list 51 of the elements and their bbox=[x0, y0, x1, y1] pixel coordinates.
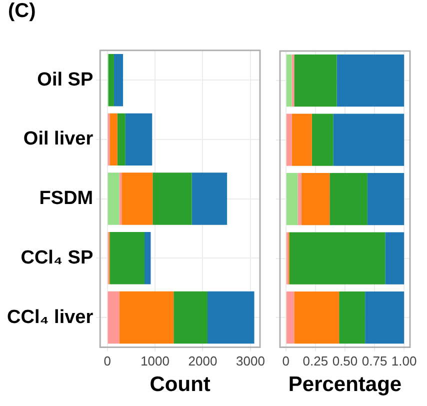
y-tick-label: CCl₄ SP bbox=[20, 247, 94, 268]
bar bbox=[125, 113, 152, 166]
bar bbox=[108, 291, 120, 344]
bar bbox=[208, 291, 254, 344]
bar bbox=[365, 292, 404, 344]
y-tick-label: CCl₄ liver bbox=[7, 306, 94, 328]
bar bbox=[286, 114, 292, 166]
bar bbox=[312, 114, 334, 166]
x-tick-label: 3000 bbox=[236, 354, 265, 369]
bar bbox=[119, 291, 174, 344]
y-tick-label: Oil SP bbox=[37, 69, 94, 90]
bar bbox=[286, 54, 292, 107]
bar bbox=[336, 54, 404, 107]
bar bbox=[117, 113, 126, 166]
x-tick-label: 0.25 bbox=[302, 354, 328, 369]
bar bbox=[294, 292, 340, 344]
x-tick-label: 0.75 bbox=[362, 354, 388, 369]
bar bbox=[110, 113, 118, 166]
y-tick-label: Oil liver bbox=[23, 128, 94, 150]
bar bbox=[298, 173, 302, 226]
x-tick-label: 1.00 bbox=[391, 354, 417, 369]
bar bbox=[119, 172, 122, 225]
bar bbox=[144, 232, 151, 284]
bar bbox=[286, 292, 294, 344]
bar bbox=[333, 114, 404, 166]
bar bbox=[108, 54, 114, 106]
x-tick-label: 0 bbox=[282, 354, 290, 369]
text: (C) bbox=[8, 0, 36, 22]
x-tick-label: 0 bbox=[104, 354, 111, 369]
bar bbox=[122, 172, 153, 225]
x-axis-title: Count bbox=[150, 373, 210, 396]
x-tick-label: 0.50 bbox=[332, 354, 358, 369]
bar bbox=[385, 232, 404, 284]
bar bbox=[114, 54, 124, 106]
bar bbox=[108, 172, 120, 225]
bar bbox=[289, 232, 386, 284]
x-tick-label: 1000 bbox=[140, 354, 170, 369]
bar bbox=[192, 172, 228, 225]
bar bbox=[367, 173, 404, 226]
bar bbox=[294, 54, 337, 107]
x-tick-label: 2000 bbox=[188, 354, 218, 369]
x-axis-title: Percentage bbox=[288, 373, 402, 396]
bar bbox=[330, 173, 368, 226]
bar bbox=[152, 172, 192, 225]
bar bbox=[339, 292, 366, 344]
bar bbox=[292, 114, 312, 166]
y-tick-label: FSDM bbox=[39, 188, 94, 210]
bar bbox=[286, 173, 298, 226]
bar bbox=[301, 173, 330, 226]
bar bbox=[110, 232, 145, 284]
bar bbox=[174, 291, 208, 344]
